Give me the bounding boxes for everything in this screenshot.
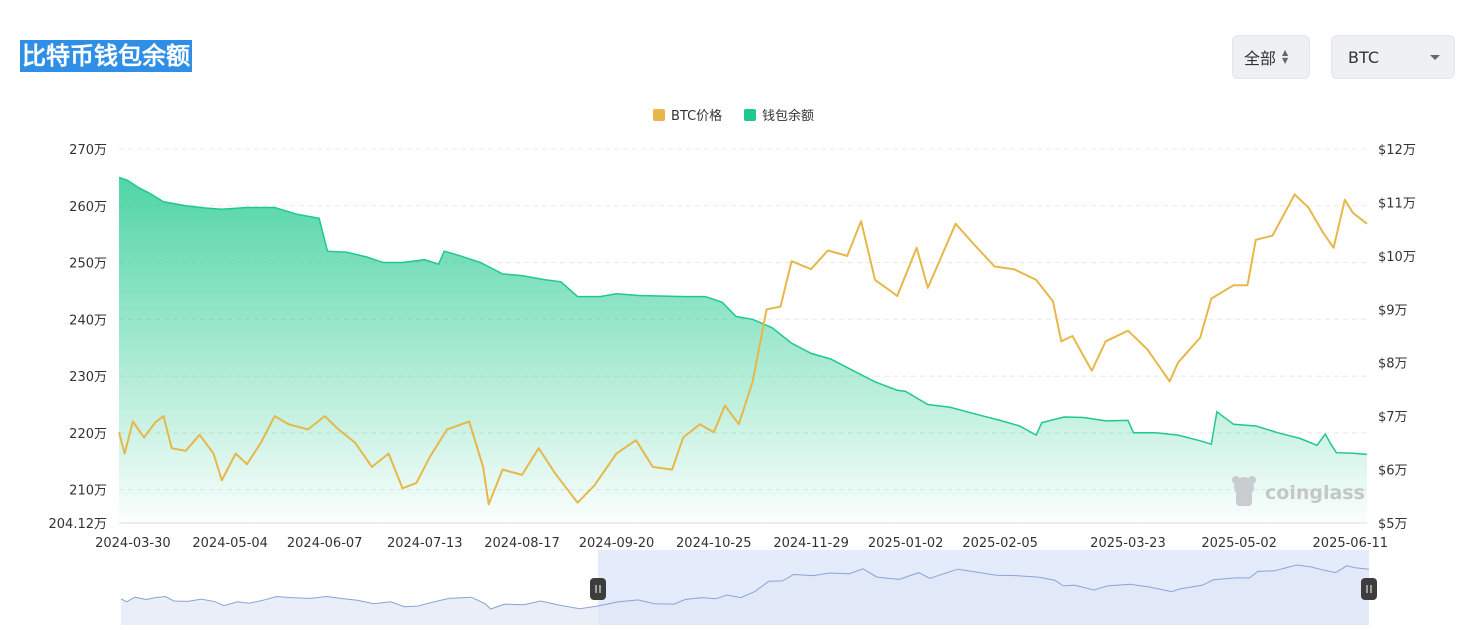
coinglass-logo-icon bbox=[1232, 476, 1256, 506]
y-right-tick-label: $6万 bbox=[1378, 464, 1408, 479]
x-tick-label: 2024-06-07 bbox=[287, 536, 363, 551]
x-tick-label: 2025-03-23 bbox=[1090, 536, 1166, 551]
y-right-tick-label: $11万 bbox=[1378, 196, 1416, 211]
x-tick-label: 2024-09-20 bbox=[579, 536, 655, 551]
chevron-down-icon bbox=[1430, 55, 1440, 60]
y-left-tick-label: 260万 bbox=[69, 200, 107, 215]
legend-item[interactable]: 钱包余额 bbox=[744, 108, 814, 124]
handle-grip-icon bbox=[1361, 578, 1377, 600]
btc-price-line bbox=[118, 193, 1368, 506]
legend-label: BTC价格 bbox=[671, 108, 722, 124]
wallet-balance-line bbox=[118, 176, 1368, 456]
page-title: 比特币钱包余额 bbox=[20, 40, 192, 72]
y-left-tick-label: 270万 bbox=[69, 143, 107, 158]
watermark-text: coinglass bbox=[1265, 482, 1365, 504]
handle-grip-icon bbox=[590, 578, 606, 600]
navigator-area bbox=[121, 565, 1369, 625]
range-handle-left[interactable] bbox=[590, 578, 606, 600]
x-tick-label: 2025-05-02 bbox=[1201, 536, 1277, 551]
x-tick-label: 2024-11-29 bbox=[773, 536, 849, 551]
navigator-line bbox=[120, 564, 1370, 610]
y-left-tick-label: 204.12万 bbox=[49, 517, 108, 532]
legend-swatch bbox=[744, 109, 756, 121]
y-left-tick-label: 250万 bbox=[69, 257, 107, 272]
y-left-tick-label: 240万 bbox=[69, 313, 107, 328]
wallet-balance-area bbox=[119, 177, 1367, 523]
range-handle-right[interactable] bbox=[1361, 578, 1377, 600]
time-range-select[interactable]: 全部 ▲ ▼ bbox=[1232, 35, 1310, 79]
legend-label: 钱包余额 bbox=[762, 108, 814, 124]
range-selection[interactable] bbox=[598, 550, 1369, 625]
x-tick-label: 2024-05-04 bbox=[192, 536, 268, 551]
y-right-tick-label: $5万 bbox=[1378, 517, 1408, 532]
coin-select-value: BTC bbox=[1348, 47, 1379, 67]
y-right-tick-label: $10万 bbox=[1378, 250, 1416, 265]
x-tick-label: 2025-02-05 bbox=[962, 536, 1038, 551]
y-left-tick-label: 230万 bbox=[69, 370, 107, 385]
time-range-value: 全部 bbox=[1244, 49, 1277, 68]
y-left-tick-label: 210万 bbox=[69, 484, 107, 499]
x-tick-label: 2024-07-13 bbox=[387, 536, 463, 551]
y-right-tick-label: $9万 bbox=[1378, 303, 1408, 318]
x-tick-label: 2024-08-17 bbox=[484, 536, 560, 551]
y-right-tick-label: $8万 bbox=[1378, 357, 1408, 372]
coin-select[interactable]: BTC bbox=[1331, 35, 1455, 79]
y-right-tick-label: $12万 bbox=[1378, 143, 1416, 158]
y-right-tick-label: $7万 bbox=[1378, 410, 1408, 425]
x-tick-label: 2024-10-25 bbox=[676, 536, 752, 551]
y-left-tick-label: 220万 bbox=[69, 427, 107, 442]
x-tick-label: 2025-01-02 bbox=[868, 536, 944, 551]
sort-arrows-icon: ▲ ▼ bbox=[1282, 48, 1289, 65]
x-tick-label: 2024-03-30 bbox=[95, 536, 171, 551]
legend-item[interactable]: BTC价格 bbox=[653, 108, 722, 124]
watermark: coinglass bbox=[1232, 476, 1365, 506]
legend-swatch bbox=[653, 109, 665, 121]
x-tick-label: 2025-06-11 bbox=[1313, 536, 1389, 551]
